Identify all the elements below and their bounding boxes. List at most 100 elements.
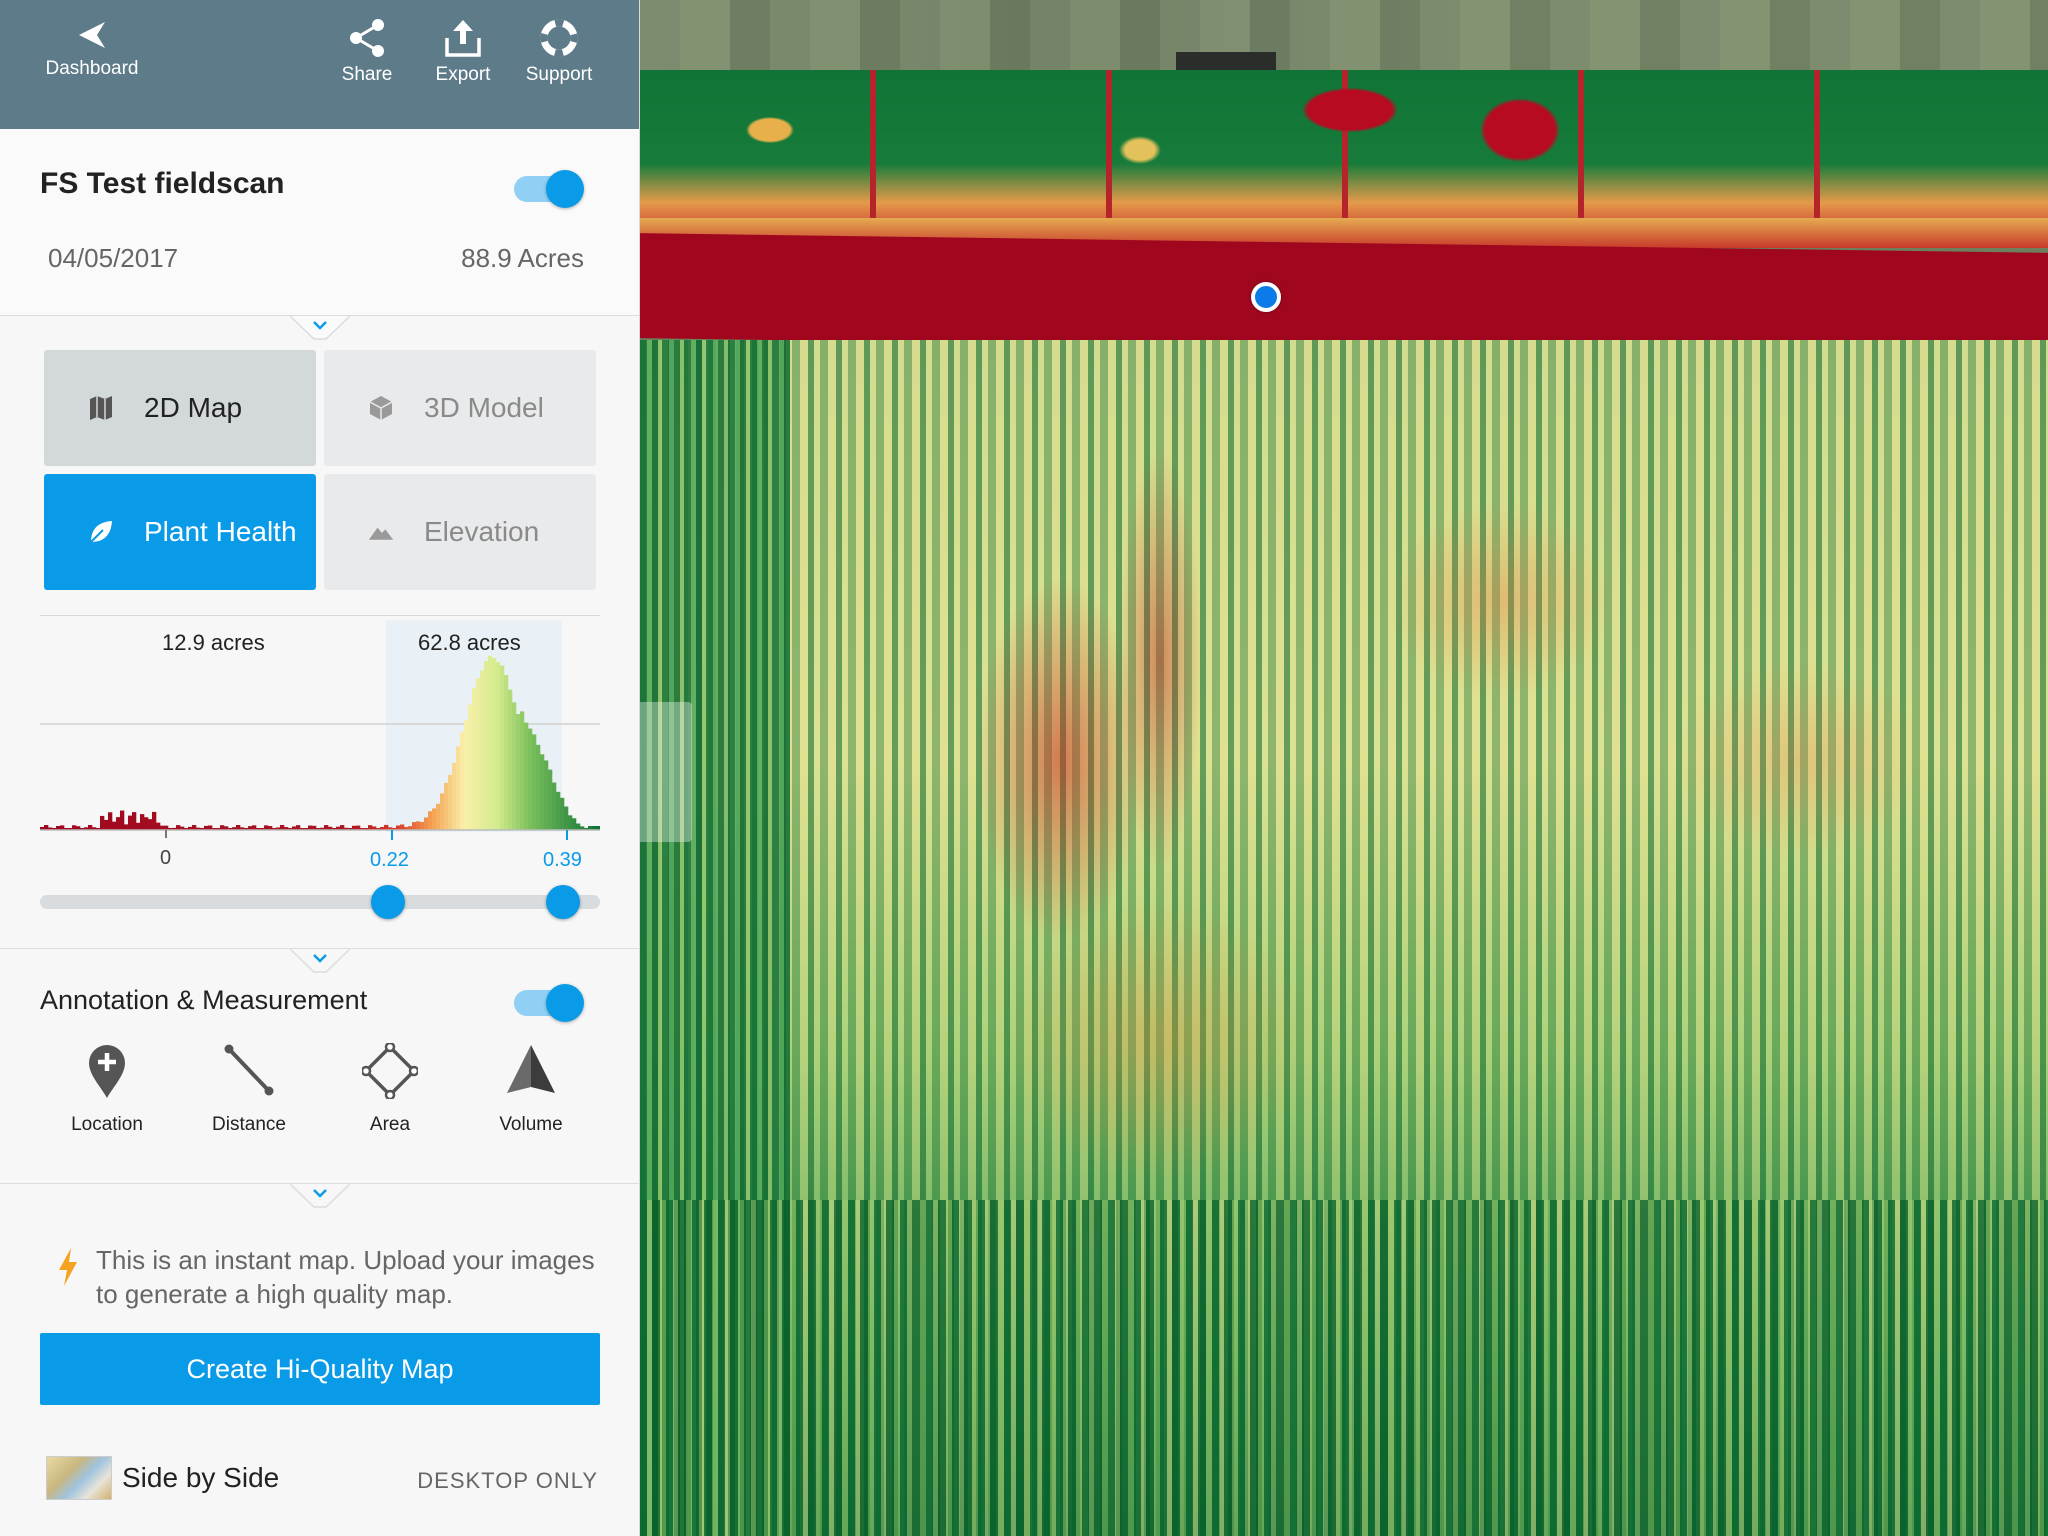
histogram-bar [208,825,213,830]
histogram-bar [252,825,257,830]
histogram-bar [180,826,185,830]
ndvi-overlay-top [640,70,2048,240]
histogram-bar [184,828,189,830]
map-icon [88,395,114,421]
histogram-bar [296,825,301,830]
histogram-bar [372,826,377,830]
panel-collapse-tab[interactable] [640,702,692,842]
area-tool-button[interactable]: Area [330,1040,450,1136]
view-2d-map-button[interactable]: 2D Map [44,350,316,466]
location-tool-button[interactable]: Location [47,1040,167,1136]
histogram-bar [356,825,361,830]
expand-health-button[interactable] [290,948,350,974]
histogram-bar [72,825,77,830]
histogram-bar [44,825,49,830]
histogram-bar [64,828,69,830]
histogram-bar [408,826,413,830]
view-3d-model-button[interactable]: 3D Model [324,350,596,466]
support-button[interactable]: Support [515,18,603,86]
histogram-bar [164,825,169,830]
histogram-bar [484,660,489,830]
histogram-bar [216,828,221,830]
histogram-bar [204,825,209,830]
share-button[interactable]: Share [327,18,407,86]
histogram-bar [284,827,289,830]
histogram-bar [340,825,345,830]
histogram-bar [388,827,393,830]
histogram-bar [224,826,229,830]
histogram-bar [596,826,600,830]
map-view[interactable] [640,0,2048,1536]
create-hi-quality-map-button[interactable]: Create Hi-Quality Map [40,1333,600,1405]
tick-label-min: 0 [160,847,172,869]
histogram-chart [40,620,600,840]
slider-high-handle[interactable] [546,885,580,919]
view-plant-health-label: Plant Health [144,516,297,547]
histogram-bar [220,825,225,830]
histogram-bar [288,828,293,830]
histogram-bar [516,714,521,830]
histogram-bar [584,828,589,830]
cube-icon [368,395,394,421]
histogram-bar [588,826,593,830]
leaf-icon [88,519,114,545]
view-elevation-label: Elevation [424,516,540,547]
histogram-bar [552,782,557,830]
histogram-bar [416,821,421,830]
histogram-bar [440,793,445,830]
export-button[interactable]: Export [423,18,503,86]
histogram-bar [412,822,417,830]
histogram-bar [132,812,137,830]
histogram-bar [156,822,161,830]
annotation-toggle[interactable] [514,984,584,1022]
histogram-bar [528,728,533,830]
share-label: Share [341,64,393,85]
lifebuoy-icon [540,19,578,57]
histogram-bar [348,828,353,830]
histogram-bar [560,797,565,830]
histogram-bar [248,826,253,830]
expand-annotation-button[interactable] [290,1183,350,1209]
histogram-bar [264,825,269,830]
histogram-bar [404,827,409,830]
histogram-bars [40,655,600,830]
current-location-marker[interactable] [1251,282,1281,312]
chevron-down-icon [290,315,350,340]
histogram-bar [300,828,305,830]
dashboard-button[interactable]: Dashboard [28,18,156,80]
histogram-bar [268,826,273,830]
scan-visibility-toggle[interactable] [514,170,584,208]
histogram-bar [272,828,277,830]
histogram-bar [424,817,429,830]
histogram-bar [104,819,109,830]
histogram-bar [472,688,477,830]
chevron-down-icon [290,1183,350,1208]
slider-rail [40,895,600,909]
histogram-bar [556,791,561,830]
expand-views-button[interactable] [290,315,350,341]
slider-low-handle[interactable] [371,885,405,919]
support-label: Support [525,64,593,85]
histogram-bar [80,828,85,830]
histogram-bar [108,812,113,830]
side-by-side-row[interactable]: Side by Side DESKTOP ONLY [46,1456,606,1500]
volume-tool-button[interactable]: Volume [471,1040,591,1136]
side-by-side-thumbnail [46,1456,112,1500]
histogram-bar [572,818,577,830]
ndvi-range-slider[interactable] [40,885,600,919]
histogram-bar [312,825,317,830]
dashboard-label: Dashboard [45,58,139,79]
histogram-bar [52,828,57,830]
histogram-bar [564,806,569,830]
view-plant-health-button[interactable]: Plant Health [44,474,316,590]
histogram-bar [280,825,285,830]
histogram-bar [492,658,497,830]
scan-header: FS Test fieldscan 04/05/2017 88.9 Acres [0,129,639,316]
histogram-bar [212,828,217,830]
histogram-bar [396,825,401,830]
view-elevation-button[interactable]: Elevation [324,474,596,590]
histogram-bar [152,811,157,830]
distance-tool-button[interactable]: Distance [189,1040,309,1136]
pyramid-volume-icon [471,1040,591,1102]
